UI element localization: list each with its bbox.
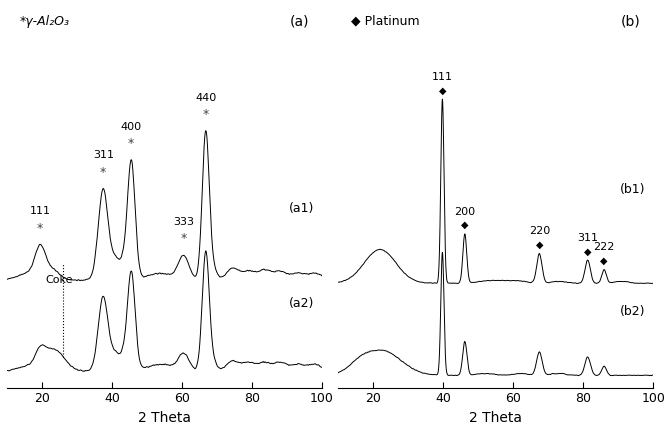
Text: ◆: ◆ xyxy=(584,246,591,257)
Text: (b1): (b1) xyxy=(620,183,645,196)
Text: 311: 311 xyxy=(93,150,114,160)
Text: 111: 111 xyxy=(432,72,453,82)
Text: 222: 222 xyxy=(593,242,615,252)
Text: ◆ Platinum: ◆ Platinum xyxy=(351,15,419,28)
Text: *: * xyxy=(203,108,209,121)
Text: ◆: ◆ xyxy=(461,220,468,230)
X-axis label: 2 Theta: 2 Theta xyxy=(138,411,191,425)
Text: 440: 440 xyxy=(195,92,216,102)
Text: ◆: ◆ xyxy=(600,256,608,266)
Text: (a1): (a1) xyxy=(289,202,314,215)
Text: *γ-Al₂O₃: *γ-Al₂O₃ xyxy=(19,15,69,28)
Text: (b2): (b2) xyxy=(620,305,645,318)
Text: Coke: Coke xyxy=(46,275,73,285)
Text: 400: 400 xyxy=(121,121,142,132)
Text: *: * xyxy=(100,165,106,178)
Text: *: * xyxy=(181,232,187,245)
Text: 220: 220 xyxy=(529,226,550,236)
Text: ◆: ◆ xyxy=(536,240,543,250)
Text: ◆: ◆ xyxy=(439,86,446,95)
X-axis label: 2 Theta: 2 Theta xyxy=(469,411,522,425)
Text: *: * xyxy=(37,222,43,235)
Text: *: * xyxy=(128,137,134,150)
Text: 311: 311 xyxy=(577,233,598,243)
Text: 111: 111 xyxy=(30,206,50,216)
Text: (b): (b) xyxy=(621,15,640,29)
Text: 200: 200 xyxy=(454,207,475,217)
Text: (a2): (a2) xyxy=(289,297,314,310)
Text: (a): (a) xyxy=(290,15,309,29)
Text: 333: 333 xyxy=(173,217,194,227)
